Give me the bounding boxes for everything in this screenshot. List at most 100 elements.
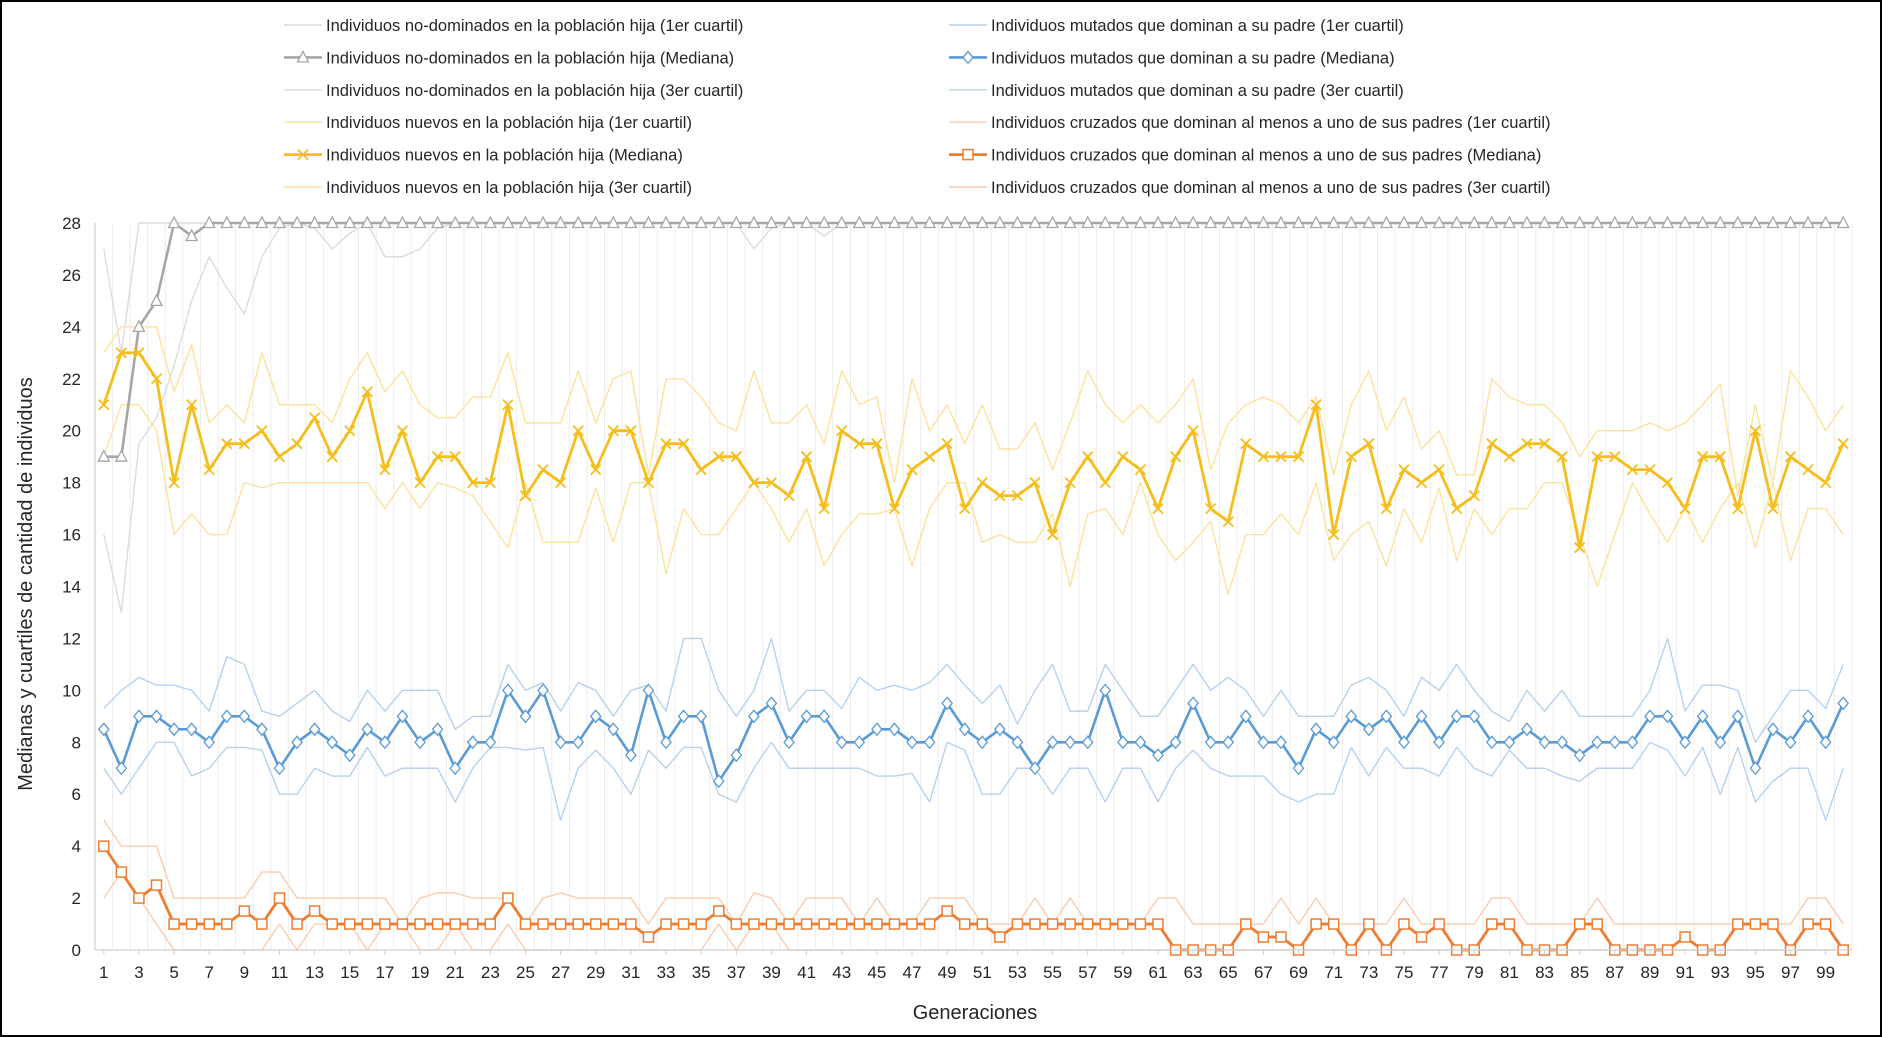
- x-tick-label: 89: [1640, 963, 1659, 982]
- y-tick-label: 20: [62, 422, 81, 441]
- data-point: [800, 451, 813, 463]
- data-point: [537, 683, 549, 698]
- data-point: [379, 918, 391, 930]
- data-point: [1608, 735, 1621, 750]
- data-point: [115, 347, 127, 359]
- data-point: [1486, 438, 1498, 450]
- data-point: [221, 918, 233, 930]
- data-point: [1609, 451, 1621, 463]
- data-point: [853, 438, 865, 450]
- data-point: [1415, 477, 1428, 489]
- data-point: [1098, 215, 1112, 229]
- y-tick-label: 14: [62, 578, 81, 597]
- legend-item-new_q3: Individuos nuevos en la población hija (…: [284, 179, 692, 197]
- data-point: [642, 477, 655, 489]
- series-line-mut_q3: [103, 637, 1844, 743]
- data-point: [572, 735, 585, 750]
- data-point: [1204, 735, 1217, 750]
- data-point: [1240, 438, 1252, 450]
- legend-marker: [962, 50, 974, 65]
- data-point: [1099, 918, 1112, 930]
- data-point: [1117, 918, 1129, 930]
- data-point: [1204, 215, 1218, 229]
- x-tick-label: 25: [516, 963, 535, 982]
- data-point: [537, 464, 549, 476]
- data-point: [1732, 918, 1744, 930]
- data-point: [1537, 215, 1552, 229]
- data-point: [343, 215, 357, 229]
- data-point: [133, 709, 145, 724]
- data-point: [976, 735, 989, 750]
- legend-label: Individuos no-dominados en la población …: [326, 49, 734, 67]
- data-point: [379, 464, 391, 476]
- data-point: [1433, 464, 1445, 476]
- data-point: [272, 215, 287, 229]
- x-tick-label: 49: [938, 963, 957, 982]
- data-point: [1521, 722, 1533, 737]
- legend-item-mut_q1: Individuos mutados que dominan a su padr…: [949, 17, 1404, 35]
- x-tick-label: 13: [305, 963, 324, 982]
- data-point: [1099, 477, 1111, 489]
- data-point: [1713, 215, 1727, 229]
- data-point: [589, 918, 602, 930]
- data-point: [1082, 451, 1094, 463]
- x-tick-label: 71: [1324, 963, 1343, 982]
- legend-label: Individuos cruzados que dominan al menos…: [991, 179, 1551, 197]
- legend-item-mut_med: Individuos mutados que dominan a su padr…: [949, 49, 1395, 67]
- data-point: [905, 215, 919, 229]
- data-point: [395, 215, 410, 229]
- data-point: [1608, 215, 1622, 229]
- x-tick-label: 5: [169, 963, 178, 982]
- data-point: [589, 709, 602, 724]
- data-point: [1414, 215, 1429, 229]
- series-line-new_med: [102, 351, 1845, 549]
- data-point: [625, 918, 637, 930]
- data-point: [1714, 451, 1726, 463]
- y-tick-label: 18: [62, 474, 81, 493]
- data-point: [1239, 709, 1252, 724]
- x-tick-label: 77: [1430, 963, 1449, 982]
- data-point: [1432, 215, 1446, 229]
- data-point: [1468, 489, 1480, 502]
- data-point: [238, 438, 250, 450]
- data-point: [624, 215, 638, 229]
- data-point: [1345, 451, 1357, 463]
- data-point: [783, 489, 795, 502]
- data-point: [1362, 722, 1375, 737]
- x-tick-label: 97: [1781, 963, 1800, 982]
- data-point: [660, 438, 672, 450]
- x-tick-label: 19: [411, 963, 430, 982]
- data-point: [414, 735, 426, 750]
- data-point: [220, 709, 233, 724]
- data-point: [132, 319, 146, 333]
- data-point: [379, 735, 391, 750]
- data-point: [150, 709, 163, 724]
- data-point: [519, 709, 532, 724]
- data-point: [361, 918, 374, 930]
- x-tick-label: 95: [1746, 963, 1765, 982]
- data-point: [923, 735, 936, 750]
- data-point: [1309, 215, 1323, 229]
- data-point: [1327, 735, 1340, 750]
- data-point: [518, 215, 533, 229]
- data-point: [1187, 425, 1199, 437]
- data-point: [203, 464, 215, 476]
- data-point: [870, 215, 884, 229]
- data-point: [1661, 709, 1674, 724]
- x-tick-label: 37: [727, 963, 746, 982]
- data-point: [237, 215, 251, 229]
- data-point: [1802, 918, 1814, 930]
- data-point: [1045, 215, 1060, 229]
- x-tick-label: 41: [797, 963, 816, 982]
- data-point: [1485, 735, 1498, 750]
- y-tick-label: 6: [72, 785, 81, 804]
- data-point: [1205, 502, 1217, 515]
- data-point: [1011, 489, 1024, 502]
- y-tick-label: 26: [62, 266, 81, 285]
- data-point: [642, 931, 655, 943]
- data-point: [1731, 709, 1744, 724]
- data-point: [291, 918, 303, 930]
- data-point: [1398, 464, 1410, 476]
